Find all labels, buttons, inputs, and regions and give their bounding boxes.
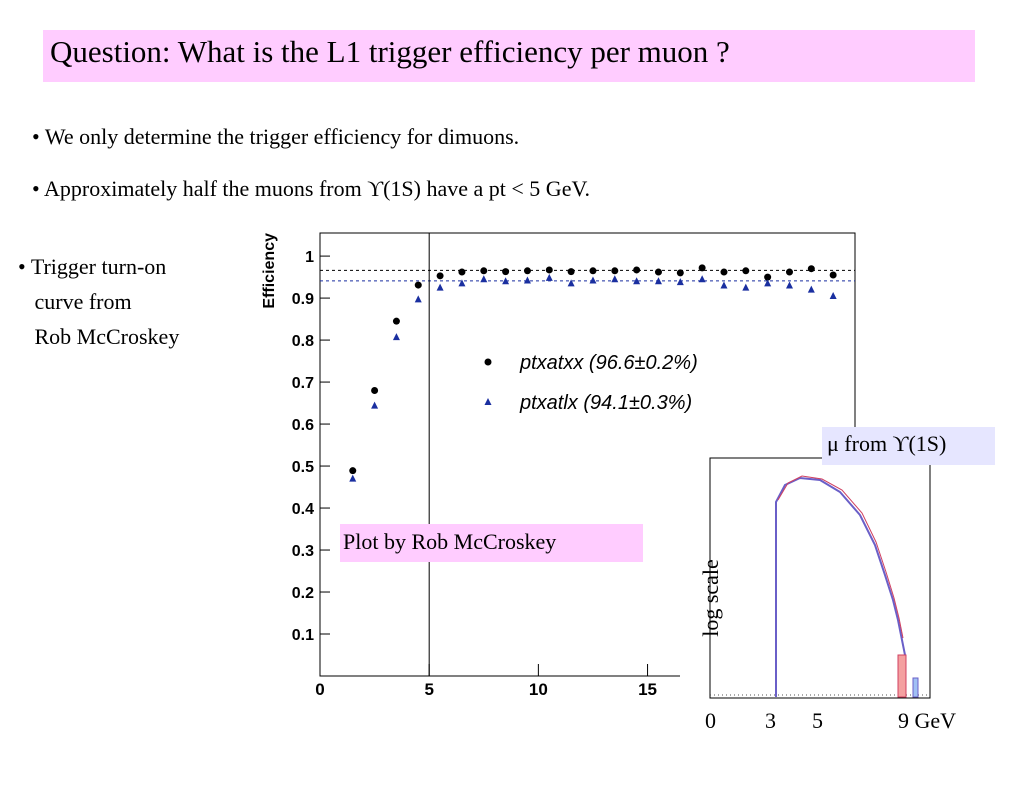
point: [392, 317, 400, 325]
point: [654, 277, 662, 285]
bullet-text: Approximately half the muons from ϒ(1S) …: [44, 176, 591, 201]
y-tick-label: 0.5: [292, 459, 314, 476]
y-axis-label: Efficiency: [261, 233, 278, 309]
point: [654, 268, 662, 276]
text: Trigger turn-on: [30, 254, 167, 279]
note-box: [340, 524, 643, 562]
point: [523, 267, 531, 275]
point: [545, 266, 553, 274]
inset-frame: [709, 457, 931, 699]
point: [480, 267, 488, 275]
y-tick-label: 1: [305, 249, 314, 266]
title-box: [43, 30, 975, 82]
legend-marker: [484, 358, 492, 366]
x-tick-label: 5: [424, 680, 433, 699]
point: [698, 264, 706, 272]
point: [611, 267, 619, 275]
point: [502, 268, 510, 276]
point: [589, 276, 597, 284]
y-tick-label: 0.2: [292, 585, 314, 602]
inset-tick: 9 GeV: [898, 708, 957, 733]
y-tick-label: 0.7: [292, 375, 314, 392]
inset-histogram-red: [777, 475, 904, 639]
x-tick-label: 15: [638, 680, 657, 699]
inset-ylabel: log scale: [697, 559, 723, 637]
y-tick-label: 0.1: [292, 627, 314, 644]
inset: [680, 450, 1010, 750]
legend-marker: [484, 398, 492, 405]
legend-label: ptxatlx (94.1±0.3%): [519, 392, 692, 414]
point: [785, 281, 793, 289]
point: [349, 474, 357, 482]
side-bullet: • Trigger turn-on curve from Rob McCrosk…: [18, 254, 180, 349]
point: [720, 268, 728, 276]
point: [611, 275, 619, 283]
point: [502, 277, 510, 285]
point: [589, 267, 597, 275]
y-tick-label: 0.8: [292, 333, 314, 350]
plot-note: Plot by Rob McCroskey: [343, 529, 557, 554]
point: [633, 266, 641, 274]
title: Question: What is the L1 trigger efficie…: [50, 34, 730, 69]
point: [807, 285, 815, 293]
inset-title-box: [822, 427, 995, 465]
point: [764, 279, 772, 287]
y-tick-label: 0.9: [292, 291, 314, 308]
point: [676, 269, 684, 277]
bullet: • We only determine the trigger efficien…: [32, 124, 520, 149]
bullet: • Approximately half the muons from ϒ(1S…: [32, 176, 591, 201]
inset-bin: [897, 654, 907, 698]
point: [480, 275, 488, 283]
point: [567, 279, 575, 287]
point: [720, 281, 728, 289]
point: [458, 268, 466, 276]
point: [829, 291, 837, 299]
point: [742, 283, 750, 291]
point: [436, 283, 444, 291]
y-tick-label: 0.3: [292, 543, 314, 560]
inset-tick: 0: [705, 708, 716, 733]
point: [436, 272, 444, 280]
inset-tick: 5: [812, 708, 823, 733]
point: [785, 268, 793, 276]
point: [829, 271, 837, 279]
inset-tick: 3: [765, 708, 776, 733]
point: [458, 279, 466, 287]
x-tick-label: 0: [315, 680, 324, 699]
text: Rob McCroskey: [34, 324, 180, 349]
point: [764, 273, 772, 281]
point: [567, 268, 575, 276]
legend-label: ptxatxx (96.6±0.2%): [519, 352, 698, 374]
y-tick-label: 0.6: [292, 417, 314, 434]
point: [414, 281, 422, 289]
text: curve from: [34, 289, 132, 314]
inset-title: μ from ϒ(1S): [827, 431, 947, 456]
point: [676, 278, 684, 286]
point: [523, 276, 531, 284]
bullet-text: We only determine the trigger efficiency…: [44, 124, 520, 149]
point: [371, 386, 379, 394]
point: [633, 277, 641, 285]
point: [742, 267, 750, 275]
inset-bin: [912, 677, 919, 698]
point: [545, 273, 553, 281]
point: [807, 265, 815, 273]
point: [414, 295, 422, 303]
y-tick-label: 0.4: [292, 501, 314, 518]
point: [371, 401, 379, 409]
point: [349, 467, 357, 475]
x-tick-label: 10: [529, 680, 548, 699]
point: [698, 275, 706, 283]
point: [392, 333, 400, 341]
inset-bg: [680, 450, 1010, 750]
